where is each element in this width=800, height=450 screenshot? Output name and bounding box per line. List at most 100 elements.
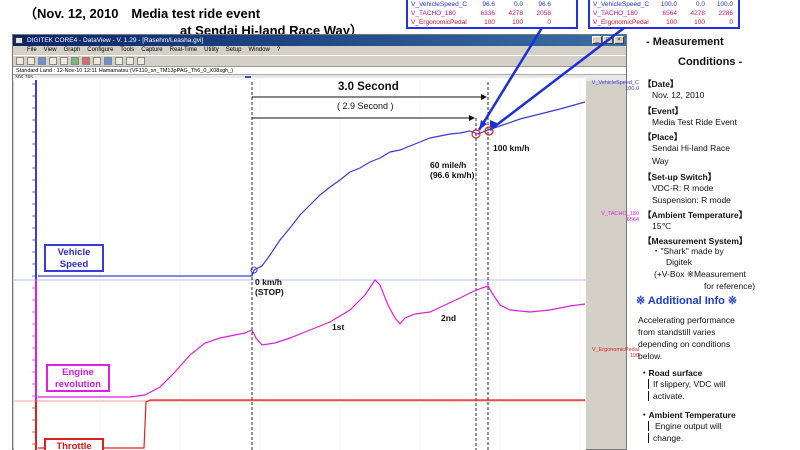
readout-1-arrowhead [479,120,487,130]
menu-help[interactable]: ? [276,47,281,53]
open-file-icon[interactable] [16,57,24,65]
graph-icon[interactable] [104,57,112,65]
first-gear-label: 1st [332,322,345,332]
settings-icon[interactable] [115,57,123,65]
readout-value: 100.0 [660,1,678,8]
menu-setup[interactable]: Setup [225,47,242,53]
pedal-channel-tag: V_ErgonomicPedal 100 [587,347,639,359]
zero-kmh-line-1: 0 km/h [255,277,282,287]
sixty-mile-label: 60 mile/h (96.6 km/h) [430,160,474,180]
measurement-system-label: 【Measurement System】 [643,236,748,246]
readout-value: 0 [547,19,552,26]
menu-window[interactable]: Window [248,47,270,53]
road-surface-line-2: activate. [648,391,685,401]
place-value-line-1: Sendai Hi-land Race [652,143,730,153]
date-label: 【Date】 [643,79,679,89]
readout-value: 100 [484,19,496,26]
readout-value: 100 [512,19,524,26]
readout-value: 100 [694,19,706,26]
system-value-line-2: Digitek [666,257,692,267]
readout-table-2: V_VehicleSpeed_C 100.0 0.0 100.0 V_TACHO… [588,0,740,29]
zoom-out-icon[interactable] [60,57,68,65]
readout-value: 100.0 [716,1,734,8]
cursor-icon[interactable] [93,57,101,65]
minimize-icon[interactable]: _ [592,36,602,44]
app-icon [15,37,23,44]
readout-row: V_ErgonomicPedal 100 100 0 [590,18,736,27]
vehicle-speed-label: Vehicle Speed [44,244,104,272]
grid-icon[interactable] [126,57,134,65]
setup-switch-label: 【Set-up Switch】 [643,172,717,182]
speed-tag-value: 100.0 [625,86,639,92]
throttle-label: Throttle [44,438,104,450]
setup-value-line-1: VDC-R: R mode [652,183,714,193]
second-gear-label: 2nd [441,313,457,323]
three-second-label: 3.0 Second [338,81,399,93]
readout-value: 6336 [480,10,496,17]
play-icon[interactable] [71,57,79,65]
readout-table-1: V_VehicleSpeed_C 96.6 0.0 96.6 V_TACHO_1… [406,0,578,29]
readout-value: 0.0 [513,1,524,8]
zoom-in-icon[interactable] [49,57,57,65]
zero-kmh-line-2: (STOP) [255,287,284,297]
menu-view[interactable]: View [43,47,57,53]
road-surface-line-1: If slippery, VDC will [648,379,726,389]
tacho-channel-tag: V_TACHO_180 6564 [587,211,639,223]
additional-info-title: ※ Additional Info ※ [636,295,738,307]
readout-2-pointer [489,17,636,131]
hundred-kmh-marker[interactable] [484,126,494,136]
stop-icon[interactable] [82,57,90,65]
ambient-temp-label: 【Ambient Temperature】 [643,210,748,220]
additional-para-line-3: depending on conditions [638,339,731,349]
hundred-kmh-label: 100 km/h [493,143,530,153]
readout-row: V_VehicleSpeed_C 100.0 0.0 100.0 [590,0,736,9]
readout-channel: V_VehicleSpeed_C [411,1,468,8]
readout-channel: V_TACHO_180 [593,10,638,17]
menu-utility[interactable]: Utility [204,47,219,53]
window-title: DIGITEK CORE4 - DataView - V. 1.29 - [Ra… [27,37,204,44]
sixty-mile-marker[interactable] [471,129,481,139]
menu-bar: File View Graph Configure Tools Capture … [13,46,626,55]
event-label: 【Event】 [643,106,684,116]
rev-trace [38,279,586,398]
menu-file[interactable]: File [27,47,37,53]
start-marker[interactable] [250,266,258,274]
readout-value: 100 [666,19,678,26]
readout-value: 4278 [690,10,706,17]
readout-row: V_TACHO_180 6564 4278 2286 [590,9,736,18]
readout-value: 2058 [536,10,552,17]
readout-row: V_VehicleSpeed_C 96.6 0.0 96.6 [408,0,554,9]
save-icon[interactable] [27,57,35,65]
system-value-line-1: ・"Shark" made by [652,246,724,256]
menu-tools[interactable]: Tools [120,47,135,53]
ambient-note-line-2: change. [648,433,683,443]
menu-capture[interactable]: Capture [141,47,163,53]
pedal-tag-name: V_ErgonomicPedal [591,347,639,353]
readout-row: V_TACHO_180 6336 4278 2058 [408,9,554,18]
document-tab[interactable]: Standard Land : 12-Nov-10 12:11 Hamamats… [13,66,626,74]
ambient-note-line-1: Engine output will [648,421,722,431]
print-icon[interactable] [38,57,46,65]
sixty-mile-line-1: 60 mile/h [430,160,467,170]
speed-tag-name: V_VehicleSpeed_C [591,80,639,86]
marker-icon[interactable] [137,57,145,65]
date-value: Nov. 12, 2010 [652,90,705,100]
readout-1-pointer [477,17,550,131]
readout-channel: V_TACHO_180 [411,10,456,17]
throttle-trace [38,399,585,449]
menu-graph[interactable]: Graph [63,47,81,53]
readout-value: 0.0 [695,1,706,8]
readout-value: 96.6 [538,1,552,8]
additional-para-line-2: from standstill varies [638,327,716,337]
tacho-tag-value: 6564 [626,217,639,223]
panel-title-line-2: Conditions - [678,56,743,68]
menu-realtime[interactable]: Real-Time [169,47,198,53]
two-nine-second-label: ( 2.9 Second ) [337,101,394,111]
readout-value: 2286 [718,10,734,17]
menu-configure[interactable]: Configure [87,47,114,53]
close-icon[interactable]: × [614,36,624,44]
ambient-temp-note-label: ・Ambient Temperature [640,410,736,420]
event-value: Media Test Ride Event [652,117,737,127]
toolbar [13,55,626,66]
tacho-tag-name: V_TACHO_180 [601,211,639,217]
